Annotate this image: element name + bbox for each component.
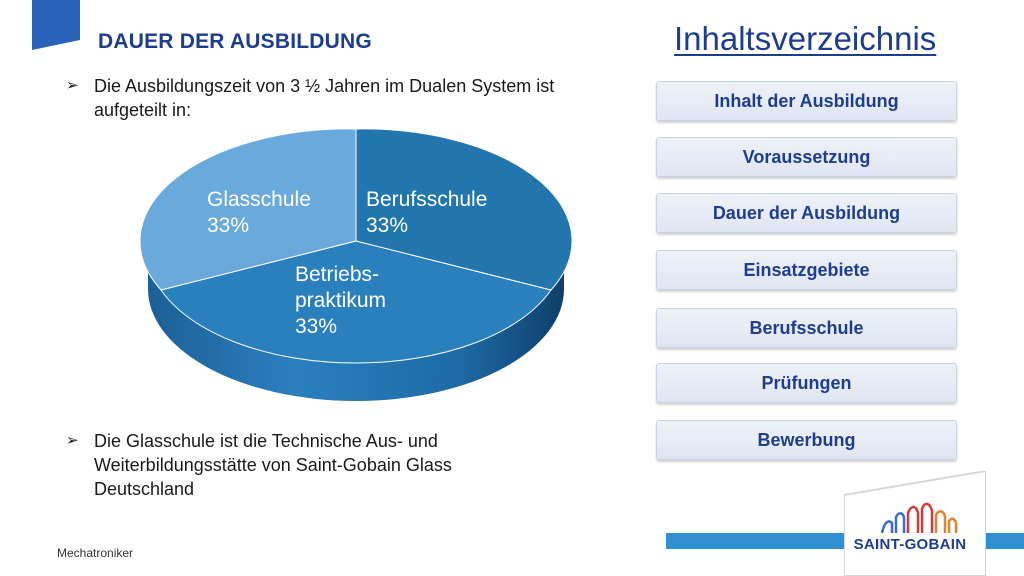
toc-button-einsatzgebiete[interactable]: Einsatzgebiete xyxy=(656,250,957,290)
toc-heading[interactable]: Inhaltsverzeichnis xyxy=(674,20,937,57)
pie-label-berufsschule: Berufsschule 33% xyxy=(366,188,488,237)
corner-tab-decoration xyxy=(32,0,80,50)
bullet-ausbildungszeit: ➢ Die Ausbildungszeit von 3 ½ Jahren im … xyxy=(64,74,594,122)
pie-slice-praktikum xyxy=(160,240,552,364)
bullet-text: Die Glasschule ist die Technische Aus- u… xyxy=(94,431,452,499)
saint-gobain-logo xyxy=(844,471,986,576)
toc-button-bewerbung[interactable]: Bewerbung xyxy=(656,420,957,460)
pie-label-glasschule: Glasschule 33% xyxy=(207,188,311,237)
bullet-glasschule: ➢ Die Glasschule ist die Technische Aus-… xyxy=(64,429,534,501)
toc-button-berufsschule[interactable]: Berufsschule xyxy=(656,308,957,348)
footer-label: Mechatroniker xyxy=(57,546,134,560)
pie-label-praktikum: Betriebs- praktikum 33% xyxy=(295,263,387,338)
bullet-text: Die Ausbildungszeit von 3 ½ Jahren im Du… xyxy=(94,76,555,120)
slide-title: DAUER DER AUSBILDUNG xyxy=(98,30,372,53)
pie-slice-glasschule xyxy=(139,128,357,291)
toc-button-dauer[interactable]: Dauer der Ausbildung xyxy=(656,193,957,233)
bullet-arrow-icon: ➢ xyxy=(66,77,79,94)
toc-button-voraussetzung[interactable]: Voraussetzung xyxy=(656,137,957,177)
toc-button-inhalt[interactable]: Inhalt der Ausbildung xyxy=(656,81,957,121)
pie-slice-berufsschule xyxy=(355,128,573,291)
bullet-arrow-icon: ➢ xyxy=(66,432,79,449)
pie-side-wall xyxy=(148,241,564,401)
toc-button-pruefungen[interactable]: Prüfungen xyxy=(656,363,957,403)
logo-wordmark: SAINT-GOBAIN xyxy=(853,536,967,553)
